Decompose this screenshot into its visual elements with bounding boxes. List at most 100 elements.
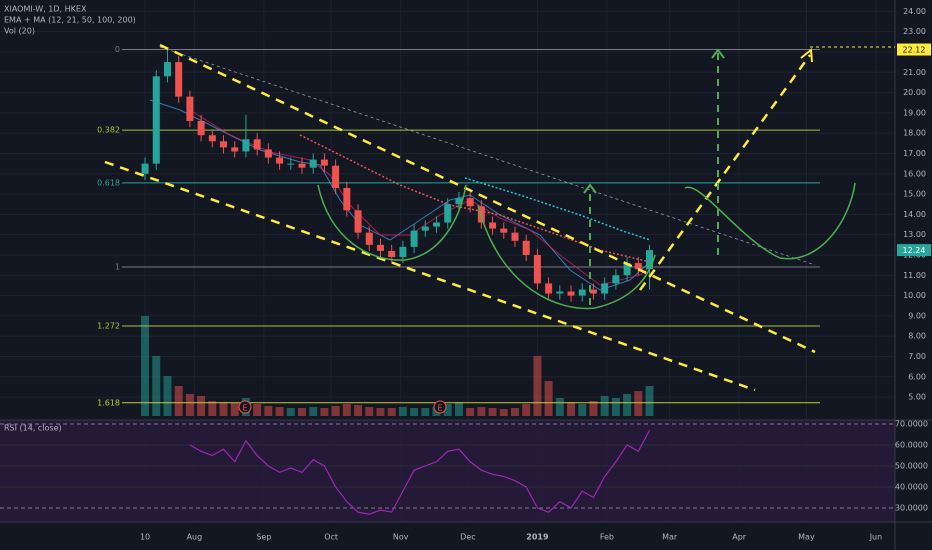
fib-label: 0.618 (97, 178, 120, 187)
volume-bar (510, 408, 519, 416)
candle-body (410, 230, 418, 247)
y-tick-label: 8.00 (908, 332, 926, 341)
y-tick-label: 11.00 (903, 271, 926, 280)
target-arrow-head (711, 48, 725, 59)
candle-body (533, 254, 541, 284)
y-tick-label: 18.00 (903, 129, 926, 138)
volume-bar (185, 394, 194, 416)
x-tick-label: Sep (256, 533, 271, 542)
candle-body (634, 263, 642, 270)
candles-layer (141, 47, 654, 302)
axes-layer: 5.006.007.008.009.0010.0011.0012.0013.00… (140, 7, 931, 542)
candle-body (332, 165, 340, 188)
candle-body (388, 250, 396, 258)
rsi-tick-label: 60.0000 (895, 440, 928, 449)
rsi-tick-label: 70.0000 (895, 419, 928, 428)
event-marker[interactable] (433, 400, 447, 414)
x-tick-label: 2019 (526, 533, 549, 542)
rsi-line (189, 430, 651, 515)
cup-middle (477, 204, 656, 310)
candle-body (589, 289, 597, 294)
volume-bar (320, 408, 329, 416)
x-tick-label: 10 (140, 533, 150, 542)
price-tag-label: 22.12 (903, 46, 926, 55)
x-tick-label: Dec (460, 533, 475, 542)
candle-body (365, 232, 373, 245)
volume-bar (421, 408, 430, 416)
volume-bar (376, 408, 385, 416)
volume-bar (141, 316, 150, 416)
chart-title: XIAOMI-W, 1D, HKEX (4, 5, 87, 14)
candle-body (376, 244, 384, 251)
volume-bar (544, 381, 553, 416)
x-tick-label: Aug (187, 533, 203, 542)
candle-body (343, 187, 351, 211)
trend-line (159, 46, 816, 266)
rsi-layer (0, 423, 895, 515)
candle-body (253, 139, 261, 150)
volume-bar (466, 408, 475, 416)
volume-bar (398, 407, 407, 416)
y-tick-label: 9.00 (908, 311, 926, 320)
volume-bar (309, 407, 318, 416)
candle-body (444, 204, 452, 223)
y-tick-label: 6.00 (908, 372, 926, 381)
candle-body (354, 210, 362, 233)
volume-layer (141, 316, 654, 416)
candle-body (242, 139, 250, 152)
candle-body (208, 135, 216, 142)
candle-body (466, 198, 474, 207)
volume-bar (410, 408, 419, 416)
volume-bar (589, 401, 598, 416)
volume-bar (275, 407, 284, 416)
volume-bar (522, 404, 531, 416)
volume-bar (264, 406, 273, 416)
candle-body (612, 275, 620, 284)
x-tick-label: Mar (662, 533, 678, 542)
candle-body (309, 159, 317, 168)
rsi-pane (0, 420, 895, 522)
y-tick-label: 5.00 (908, 393, 926, 402)
candle-body (163, 62, 171, 77)
event-label[interactable]: E (242, 404, 247, 413)
volume-bar (365, 407, 374, 416)
price-tag-label: 12.24 (903, 246, 926, 255)
volume-bar (533, 356, 542, 416)
candle-body (511, 232, 519, 241)
rsi-tick-label: 30.0000 (895, 503, 928, 512)
x-tick-label: Nov (393, 533, 409, 542)
fib-label: 0.382 (97, 126, 120, 135)
volume-bar (645, 386, 654, 416)
x-tick-label: Jun (869, 533, 883, 542)
volume-bar (611, 398, 620, 416)
volume-bar (387, 408, 396, 416)
fib-label: 1.272 (97, 322, 120, 331)
event-marker[interactable] (238, 400, 252, 414)
y-tick-label: 21.00 (903, 68, 926, 77)
channel-lower (104, 160, 756, 392)
volume-bar (230, 403, 239, 416)
event-label[interactable]: E (437, 404, 442, 413)
breakout-line (638, 54, 812, 291)
volume-bar (354, 405, 363, 416)
volume-bar (477, 407, 486, 416)
volume-bar (578, 404, 587, 416)
volume-bar (219, 402, 228, 416)
candle-body (556, 291, 564, 294)
candle-body (545, 283, 553, 294)
y-tick-label: 7.00 (908, 352, 926, 361)
cup-projection (684, 182, 856, 260)
candle-body (646, 250, 654, 270)
volume-bar (555, 398, 564, 416)
volume-bar (623, 394, 632, 416)
candle-body (186, 96, 194, 121)
volume-bar (488, 408, 497, 416)
candle-body (264, 149, 272, 158)
candle-body (141, 163, 149, 174)
volume-bar (342, 404, 351, 416)
volume-bar (443, 404, 452, 416)
x-tick-label: Apr (732, 533, 747, 542)
channel-upper (159, 43, 816, 354)
volume-bar (567, 402, 576, 416)
ma-100-line (299, 134, 651, 263)
